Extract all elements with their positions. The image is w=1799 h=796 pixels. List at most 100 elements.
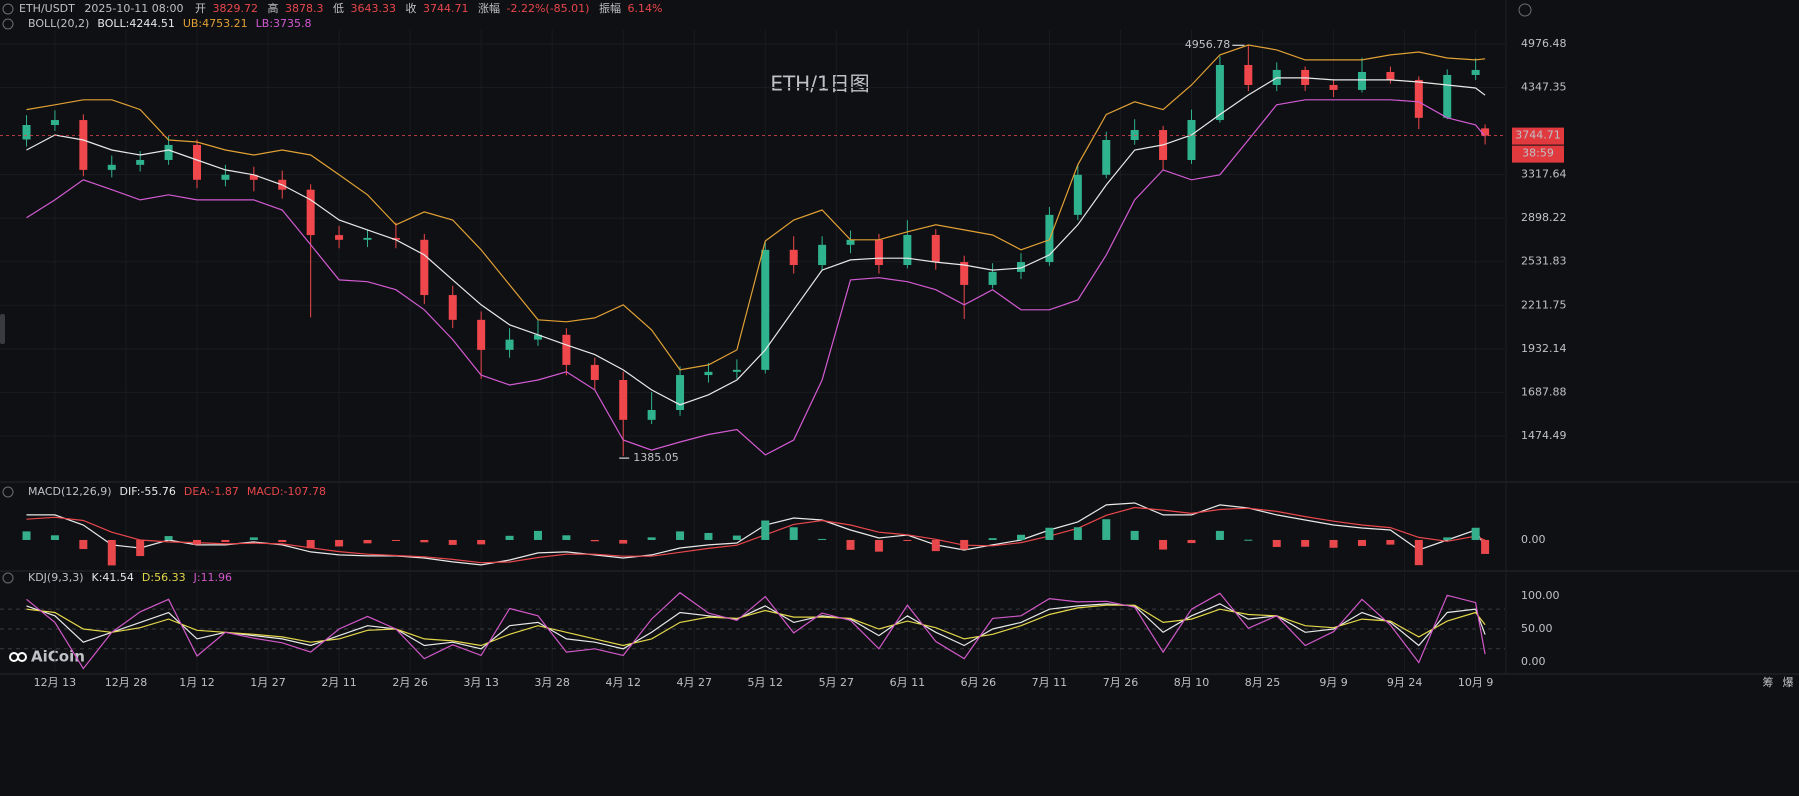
header: ETH/USDT 2025-10-11 08:00 开 3829.72 高 38… [19, 1, 662, 15]
candle-body [562, 334, 571, 365]
indicator-name: MACD(12,26,9) [28, 485, 112, 498]
x-tick-label: 12月 13 [34, 676, 77, 689]
candle-body [1017, 262, 1026, 272]
price-tag-value: 3744.71 [1515, 129, 1561, 142]
price-tag [1512, 127, 1564, 145]
macd-bar [505, 535, 514, 540]
collapse-icon[interactable] [2, 486, 14, 498]
macd-bar [903, 539, 912, 541]
y-tick-label: 4976.48 [1521, 37, 1567, 50]
candle-body [818, 244, 827, 266]
macd-bar [789, 527, 798, 540]
settings-icon[interactable] [1518, 3, 1532, 17]
low-label: 低 [333, 2, 344, 15]
candle-body [79, 120, 88, 170]
marks-layer [0, 44, 1505, 670]
max-price-label: 4956.78 [1185, 38, 1231, 51]
y-tick-label: 0.00 [1521, 533, 1546, 546]
candle-body [335, 235, 344, 240]
candle-body [164, 144, 173, 160]
macd-bar [22, 531, 31, 540]
macd-bar [1130, 530, 1139, 540]
macd-bar [619, 539, 628, 544]
collapse-icon[interactable] [2, 572, 14, 584]
candle-body [221, 174, 230, 180]
y-tick-label: 2898.22 [1521, 211, 1567, 224]
macd-bar [1215, 530, 1224, 540]
collapse-icon[interactable] [2, 18, 14, 30]
indicator-name: BOLL(20,2) [28, 17, 89, 30]
macd-bar [732, 535, 741, 540]
y-tick-label: 2211.75 [1521, 298, 1567, 311]
candle-body [391, 237, 400, 240]
macd-bar [1187, 539, 1196, 544]
candle-body [363, 237, 372, 240]
toolbar-button[interactable]: 筹 [1763, 675, 1774, 689]
macd-bar [846, 539, 855, 550]
macd-bar [107, 539, 116, 566]
series-line [26, 591, 1486, 670]
legend-value: -55.76 [140, 485, 175, 498]
x-tick-label: 4月 12 [605, 676, 641, 689]
candle-body [1414, 79, 1423, 118]
macd-bar [988, 538, 997, 540]
x-tick-label: 9月 9 [1319, 676, 1348, 689]
x-tick-label: 7月 11 [1032, 676, 1068, 689]
x-tick-label: 4月 27 [677, 676, 713, 689]
close-value: 3744.71 [423, 2, 469, 15]
series-line [26, 44, 1486, 371]
x-tick-label: 8月 25 [1245, 676, 1281, 689]
indicator-legend: BOLL(20,2) BOLL:4244.51 UB:4753.21 LB:3735.… [28, 17, 312, 30]
x-tick-label: 10月 9 [1458, 676, 1494, 689]
macd-bar [704, 532, 713, 540]
legend-value: 3735.8 [273, 17, 312, 30]
macd-bar [533, 530, 542, 540]
low-value: 3643.33 [351, 2, 397, 15]
legend-name: BOLL: [97, 17, 129, 30]
legend-value: 4244.51 [129, 17, 175, 30]
change-label: 涨幅 [478, 2, 500, 15]
legend-name: DEA: [184, 485, 210, 498]
macd-bar [931, 539, 940, 552]
x-tick-label: 2月 26 [392, 676, 428, 689]
collapse-icon[interactable] [2, 3, 14, 15]
macd-bar [590, 539, 599, 542]
legend-name: D: [142, 571, 154, 584]
macd-bar [448, 539, 457, 545]
y-tick-label: 50.00 [1521, 622, 1553, 635]
side-handle[interactable] [0, 314, 5, 344]
x-tick-label: 7月 26 [1103, 676, 1139, 689]
candle-body [988, 271, 997, 285]
candle-body [1244, 65, 1253, 85]
macd-bar [50, 535, 59, 540]
candle-body [676, 375, 685, 411]
candle-body [1215, 65, 1224, 120]
high-value: 3878.3 [285, 2, 324, 15]
legend-name: LB: [256, 17, 273, 30]
x-tick-label: 3月 13 [463, 676, 499, 689]
macd-bar [1159, 539, 1168, 550]
candle-body [619, 379, 628, 420]
toolbar-button[interactable]: 爆 [1783, 675, 1794, 689]
candle-body [249, 174, 258, 180]
x-tick-label: 6月 11 [890, 676, 926, 689]
series-line [26, 77, 1486, 406]
macd-bar [335, 539, 344, 547]
macd-bar [874, 539, 883, 552]
y-tick-label: 0.00 [1521, 655, 1546, 668]
y-tick-label: 4347.35 [1521, 81, 1567, 94]
x-tick-label: 6月 26 [961, 676, 997, 689]
macd-bar [1244, 539, 1253, 541]
candle-body [533, 334, 542, 340]
candle-body [931, 234, 940, 263]
legend-name: K: [92, 571, 103, 584]
candle-body [846, 239, 855, 245]
macd-bar [1017, 534, 1026, 540]
candle-body [448, 295, 457, 320]
series-line [26, 99, 1486, 456]
candle-body [732, 369, 741, 372]
y-tick-label: 100.00 [1521, 589, 1560, 602]
